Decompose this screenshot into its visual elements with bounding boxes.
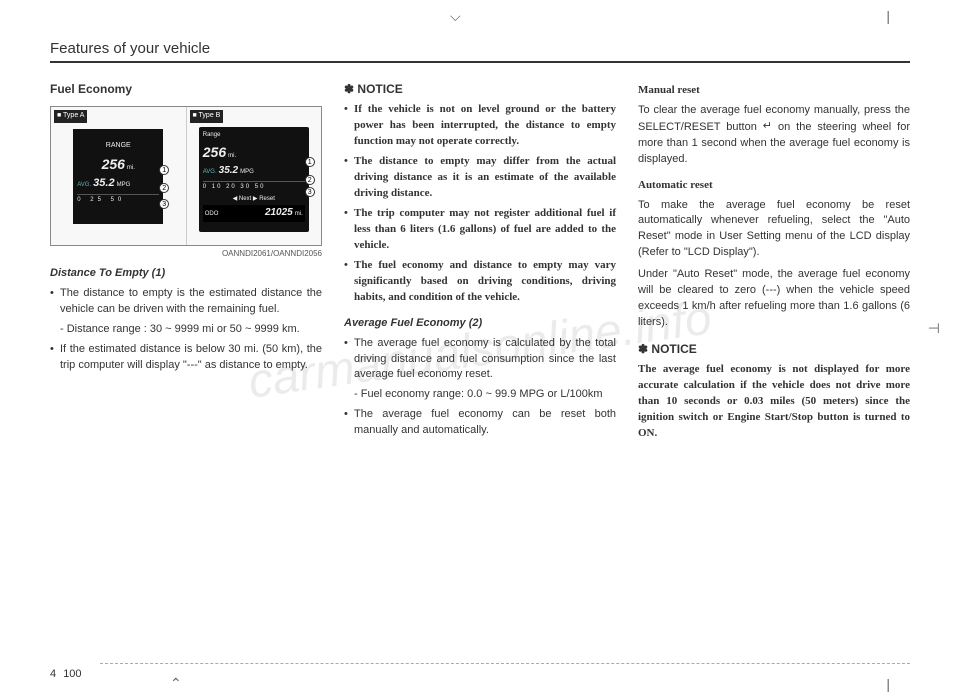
distance-range-note: - Distance range : 30 ~ 9999 mi or 50 ~ … [60,322,322,338]
avg-value-b: 35.2 [219,164,238,179]
page-number: 4 100 [50,668,82,680]
automatic-reset-text-1: To make the average fuel economy be rese… [638,198,910,262]
notice-bullet-2: • The distance to empty may differ from … [344,154,616,202]
fuel-economy-range-note: - Fuel economy range: 0.0 ~ 99.9 MPG or … [354,387,616,403]
notice-bullet-1: • If the vehicle is not on level ground … [344,102,616,150]
content-columns: Fuel Economy ■ Type A RANGE 256 mi. AVG.… [50,81,910,450]
scale-b: 0 10 20 30 50 [203,181,305,192]
avg-label-b: AVG. [203,168,217,177]
notice-symbol: ✽ [638,342,648,356]
callout-3a: 3 [159,199,169,209]
bullet-dot: • [344,336,354,384]
distance-to-empty-heading: Distance To Empty (1) [50,266,322,282]
callout-2a: 2 [159,183,169,193]
notice-heading-1: ✽ NOTICE [344,81,616,98]
footer-dotline [100,663,910,664]
type-a-label: ■ Type A [54,110,87,122]
notice-bullet-4: • The fuel economy and distance to empty… [344,258,616,306]
bullet-dot: • [344,102,354,150]
gauge-type-b: Range 256 mi. AVG. 35.2 MPG 0 10 20 30 5… [199,127,309,232]
gauge-type-a: RANGE 256 mi. AVG. 35.2 MPG 0 25 50 1 2 … [73,129,163,224]
bullet-text: The trip computer may not register addit… [354,206,616,254]
avg-unit-b: MPG [240,168,254,177]
bullet-afe-2: • The average fuel economy can be reset … [344,407,616,439]
notice-symbol: ✽ [344,82,354,96]
figure-type-b: ■ Type B Range 256 mi. AVG. 35.2 MPG 0 1… [186,107,322,245]
bullet-text: If the estimated distance is below 30 mi… [60,342,322,374]
range-value-a: 256 [102,154,125,174]
manual-reset-text: To clear the average fuel economy manual… [638,103,910,168]
notice-label: NOTICE [357,82,402,96]
callout-1b: 1 [305,157,315,167]
avg-value-a: 35.2 [93,176,114,192]
column-2: ✽ NOTICE • If the vehicle is not on leve… [344,81,616,450]
bullet-dot: • [50,342,60,374]
fuel-economy-figure: ■ Type A RANGE 256 mi. AVG. 35.2 MPG 0 2… [50,106,322,246]
bullet-dot: • [344,206,354,254]
bullet-text: The average fuel economy can be reset bo… [354,407,616,439]
crop-mark-top-right: | [886,8,890,24]
bullet-text: The distance to empty may differ from th… [354,154,616,202]
type-b-label: ■ Type B [190,110,224,122]
bullet-text: The fuel economy and distance to empty m… [354,258,616,306]
bullet-dte-1: • The distance to empty is the estimated… [50,286,322,318]
bullet-dte-2: • If the estimated distance is below 30 … [50,342,322,374]
automatic-reset-text-2: Under "Auto Reset" mode, the average fue… [638,267,910,331]
bullet-afe-1: • The average fuel economy is calculated… [344,336,616,384]
nav-b: ◀ Next ▶ Reset [203,195,305,204]
avg-label-a: AVG. [77,181,91,190]
figure-caption: OANNDI2061/OANNDI2056 [50,248,322,260]
column-3: Manual reset To clear the average fuel e… [638,81,910,450]
bullet-text: The distance to empty is the estimated d… [60,286,322,318]
notice-label: NOTICE [651,342,696,356]
range-label-b: Range [203,131,305,140]
chapter-number: 4 [50,668,56,680]
bullet-text: If the vehicle is not on level ground or… [354,102,616,150]
manual-reset-heading: Manual reset [638,83,910,99]
figure-type-a: ■ Type A RANGE 256 mi. AVG. 35.2 MPG 0 2… [51,107,186,245]
fuel-economy-heading: Fuel Economy [50,81,322,98]
automatic-reset-heading: Automatic reset [638,178,910,194]
odo-label: ODO [205,210,219,219]
notice-heading-2: ✽ NOTICE [638,341,910,358]
crop-mark-bottom-right: | [886,676,890,692]
odo-unit: mi. [295,210,303,219]
callout-1a: 1 [159,165,169,175]
bullet-dot: • [344,258,354,306]
crop-mark-bottom: ⌃ [170,675,182,692]
range-label: RANGE [77,141,159,151]
avg-fuel-economy-heading: Average Fuel Economy (2) [344,316,616,332]
select-reset-icon: ↵ [763,119,772,135]
range-unit-a: mi. [127,164,135,173]
bullet-dot: • [344,407,354,439]
scale-a: 0 25 50 [77,194,159,205]
bullet-text: The average fuel economy is calculated b… [354,336,616,384]
column-1: Fuel Economy ■ Type A RANGE 256 mi. AVG.… [50,81,322,450]
range-unit-b: mi. [228,152,236,161]
odo-value: 21025 [265,206,293,221]
range-value-b: 256 [203,142,226,162]
notice-bullet-3: • The trip computer may not register add… [344,206,616,254]
bullet-dot: • [344,154,354,202]
notice-text-2: The average fuel economy is not displaye… [638,362,910,442]
callout-2b: 2 [305,175,315,185]
page-header: Features of your vehicle [50,40,910,63]
bullet-dot: • [50,286,60,318]
crop-mark-top: ⌵ [450,8,461,25]
callout-3b: 3 [305,187,315,197]
avg-unit-a: MPG [117,181,131,190]
crop-mark-right: ⊣ [928,320,940,337]
page-num-value: 100 [63,668,81,680]
